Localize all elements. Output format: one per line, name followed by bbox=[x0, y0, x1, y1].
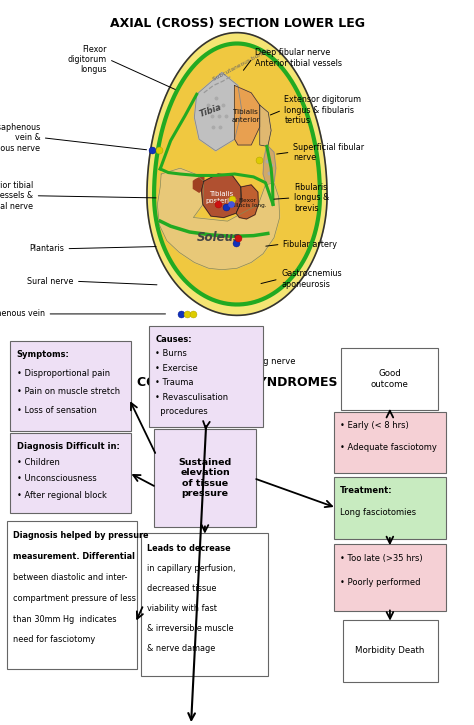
Text: • Pain on muscle stretch: • Pain on muscle stretch bbox=[17, 387, 120, 397]
Text: Flexor
hallucis long.: Flexor hallucis long. bbox=[228, 198, 267, 208]
Text: Flexor
digitorum
longus: Flexor digitorum longus bbox=[67, 44, 107, 75]
FancyBboxPatch shape bbox=[154, 429, 256, 527]
Text: Diagnosis Difficult in:: Diagnosis Difficult in: bbox=[17, 442, 119, 451]
Text: viability with fast: viability with fast bbox=[147, 604, 218, 613]
Text: • Revasculisation: • Revasculisation bbox=[155, 393, 228, 402]
Text: Treatment:: Treatment: bbox=[340, 486, 393, 495]
Text: • Children: • Children bbox=[17, 458, 59, 468]
Polygon shape bbox=[157, 168, 280, 270]
Polygon shape bbox=[263, 145, 276, 185]
Text: Morbidity Death: Morbidity Death bbox=[356, 646, 425, 655]
FancyBboxPatch shape bbox=[334, 544, 446, 611]
Text: Sural nerve: Sural nerve bbox=[27, 277, 73, 286]
Text: Fibular artery: Fibular artery bbox=[283, 240, 337, 249]
Text: • Poorly performed: • Poorly performed bbox=[340, 578, 421, 587]
Text: need for fasciotomy: need for fasciotomy bbox=[13, 635, 95, 645]
Text: Extensor digitorum
longus & fibularis
tertius: Extensor digitorum longus & fibularis te… bbox=[284, 95, 362, 125]
FancyBboxPatch shape bbox=[10, 433, 131, 513]
Text: • Loss of sensation: • Loss of sensation bbox=[17, 406, 97, 415]
Text: • Burns: • Burns bbox=[155, 349, 187, 358]
Polygon shape bbox=[260, 105, 271, 146]
Polygon shape bbox=[154, 44, 320, 304]
Text: measurement. Differential: measurement. Differential bbox=[13, 552, 135, 561]
Text: & irreversible muscle: & irreversible muscle bbox=[147, 624, 234, 633]
Polygon shape bbox=[147, 33, 327, 315]
Text: compartment pressure of less: compartment pressure of less bbox=[13, 594, 136, 602]
FancyBboxPatch shape bbox=[141, 533, 268, 676]
Polygon shape bbox=[201, 174, 242, 218]
Text: procedures: procedures bbox=[155, 407, 208, 416]
Text: Diagnosis helped by pressure: Diagnosis helped by pressure bbox=[13, 531, 149, 540]
Text: Causes:: Causes: bbox=[155, 335, 192, 344]
Text: • Trauma: • Trauma bbox=[155, 378, 194, 387]
Polygon shape bbox=[236, 185, 258, 219]
Text: Tibia: Tibia bbox=[199, 102, 223, 118]
Text: & nerve damage: & nerve damage bbox=[147, 644, 216, 653]
Text: Good
outcome: Good outcome bbox=[371, 369, 409, 389]
Text: • Early (< 8 hrs): • Early (< 8 hrs) bbox=[340, 421, 409, 430]
Text: Posterior tibial
vessels &
Tibial nerve: Posterior tibial vessels & Tibial nerve bbox=[0, 181, 33, 211]
Text: • Disproportional pain: • Disproportional pain bbox=[17, 369, 109, 378]
Text: Gastrocnemius
aponeurosis: Gastrocnemius aponeurosis bbox=[281, 270, 342, 289]
FancyBboxPatch shape bbox=[334, 477, 446, 539]
Polygon shape bbox=[235, 86, 260, 145]
Text: in capillary perfusion,: in capillary perfusion, bbox=[147, 564, 236, 573]
Text: Subcutaneous border: Subcutaneous border bbox=[212, 48, 271, 82]
FancyBboxPatch shape bbox=[343, 620, 438, 682]
Text: Fibularis
longus &
brevis: Fibularis longus & brevis bbox=[294, 183, 329, 213]
Text: Leads to decrease: Leads to decrease bbox=[147, 544, 231, 552]
Text: between diastolic and inter-: between diastolic and inter- bbox=[13, 573, 128, 582]
Text: Long fasciotomies: Long fasciotomies bbox=[340, 508, 417, 517]
Text: Sural communicating nerve: Sural communicating nerve bbox=[179, 357, 295, 365]
Text: Long saphenous
vein &
saphenous nerve: Long saphenous vein & saphenous nerve bbox=[0, 123, 40, 153]
Text: Symptoms:: Symptoms: bbox=[17, 350, 70, 359]
Text: Sustained
elevation
of tissue
pressure: Sustained elevation of tissue pressure bbox=[178, 458, 232, 498]
Text: • Too late (>35 hrs): • Too late (>35 hrs) bbox=[340, 554, 423, 563]
Text: Soleus: Soleus bbox=[197, 231, 241, 244]
FancyBboxPatch shape bbox=[149, 326, 263, 427]
FancyBboxPatch shape bbox=[334, 412, 446, 473]
FancyBboxPatch shape bbox=[341, 348, 438, 410]
Text: Short saphenous vein: Short saphenous vein bbox=[0, 310, 45, 318]
Text: AXIAL (CROSS) SECTION LOWER LEG: AXIAL (CROSS) SECTION LOWER LEG bbox=[109, 17, 365, 30]
FancyBboxPatch shape bbox=[10, 341, 131, 431]
Text: Superficial fibular
nerve: Superficial fibular nerve bbox=[293, 143, 364, 162]
Text: Tibialis
posterior: Tibialis posterior bbox=[205, 191, 237, 204]
Text: COMPARTMENT SYNDROMES: COMPARTMENT SYNDROMES bbox=[137, 376, 337, 389]
Text: Tibialis
anterior: Tibialis anterior bbox=[231, 109, 260, 123]
Text: Plantaris: Plantaris bbox=[29, 244, 64, 253]
Text: • Unconsciousness: • Unconsciousness bbox=[17, 474, 96, 484]
Polygon shape bbox=[194, 72, 242, 151]
FancyBboxPatch shape bbox=[7, 521, 137, 669]
Text: • Adequate fasciotomy: • Adequate fasciotomy bbox=[340, 443, 437, 452]
Text: • After regional block: • After regional block bbox=[17, 491, 107, 500]
Text: • Exercise: • Exercise bbox=[155, 364, 198, 373]
Polygon shape bbox=[193, 175, 204, 192]
Text: decreased tissue: decreased tissue bbox=[147, 584, 217, 593]
Text: Deep fibular nerve
Anterior tibial vessels: Deep fibular nerve Anterior tibial vesse… bbox=[255, 49, 342, 67]
Text: than 30mm Hg  indicates: than 30mm Hg indicates bbox=[13, 615, 117, 624]
